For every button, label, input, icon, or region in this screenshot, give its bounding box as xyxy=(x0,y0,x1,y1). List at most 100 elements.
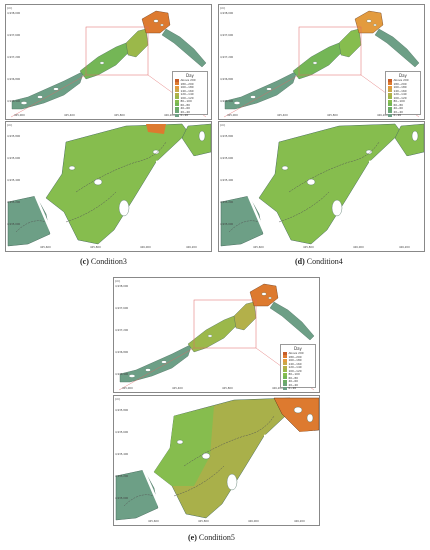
x-tick: 425,400 xyxy=(64,114,75,117)
y-tick: 4,935,000 xyxy=(220,223,234,226)
x-tick: 425,800 xyxy=(198,520,209,523)
legend-label: 120~140 xyxy=(288,365,302,369)
legend-swatch xyxy=(175,113,179,117)
legend-swatch xyxy=(175,99,179,103)
x-tick: 426,200 xyxy=(294,520,305,523)
legend-swatch xyxy=(388,92,392,96)
unit-label: (m) xyxy=(115,397,121,401)
y-tick: 4,935,200 xyxy=(7,201,21,204)
legend-swatch xyxy=(175,103,179,106)
legend-label: 20~40 xyxy=(288,382,298,387)
y-tick: 4,936,400 xyxy=(7,100,21,103)
y-tick: 4,935,400 xyxy=(7,179,21,182)
legend-title: Day xyxy=(294,346,302,351)
overview-map-svg xyxy=(118,283,315,391)
zoom-lake-main xyxy=(45,123,189,245)
caption-text: Condition3 xyxy=(90,257,127,266)
legend: Day Above 200 180~200 160~180 140~160 12… xyxy=(172,71,208,117)
legend-item: 180~200 xyxy=(388,82,407,86)
legend-label: 80~100 xyxy=(393,99,405,103)
unit-label: (m) xyxy=(7,123,13,127)
legend-swatch xyxy=(175,85,179,89)
legend-swatch xyxy=(388,78,392,82)
legend-label: 180~200 xyxy=(180,81,194,86)
legend-title: Day xyxy=(186,73,194,78)
legend-item: 0~20 xyxy=(283,386,296,390)
reservoir-sw xyxy=(224,70,298,110)
y-tick: 4,938,000 xyxy=(7,12,21,15)
x-tick: 426,000 xyxy=(140,246,151,249)
zoom-lake-east xyxy=(394,123,424,157)
unit-label: (m) xyxy=(220,6,226,10)
caption-letter: (e) xyxy=(188,533,197,542)
unit-label: (m) xyxy=(115,279,121,283)
y-tick: 4,935,400 xyxy=(220,179,234,182)
caption-text: Condition5 xyxy=(198,533,235,542)
legend-swatch xyxy=(388,106,392,110)
zoom-map: (m) 4,935,800 4,935,600 4,935,400 4,935,… xyxy=(113,395,320,526)
legend-item: 40~60 xyxy=(283,379,298,383)
overview-map: (m) 4,938,000 4,937,600 4,937,200 4,936,… xyxy=(113,277,320,393)
x-tick: 425,400 xyxy=(277,114,288,117)
legend-item: 40~60 xyxy=(388,106,403,110)
x-tick: 425,800 xyxy=(303,246,314,249)
legend-swatch xyxy=(175,106,179,110)
legend-label: 20~40 xyxy=(393,109,403,114)
y-tick: 4,937,600 xyxy=(7,34,21,37)
legend-item: 0~20 xyxy=(175,113,188,117)
caption-text: Condition4 xyxy=(306,257,343,266)
legend-swatch xyxy=(283,386,287,390)
legend-item: 80~100 xyxy=(283,372,300,376)
caption: (c) Condition3 xyxy=(80,257,127,266)
x-tick: 425,600 xyxy=(148,520,159,523)
y-tick: 4,938,000 xyxy=(220,12,234,15)
legend-label: 180~200 xyxy=(288,354,302,359)
x-tick: 425,800 xyxy=(114,114,125,117)
legend-label: 160~180 xyxy=(180,85,194,89)
zoom-map-svg xyxy=(115,397,319,523)
legend-item: 120~140 xyxy=(175,92,194,96)
legend-item: 180~200 xyxy=(175,82,194,86)
legend-label: 100~120 xyxy=(180,95,194,100)
x-tick: 426,200 xyxy=(186,246,197,249)
x-tick: 425,000 xyxy=(14,114,25,117)
legend-swatch xyxy=(388,85,392,89)
legend-item: 80~100 xyxy=(388,99,405,103)
reservoir-sw xyxy=(11,70,85,110)
legend-label: 100~120 xyxy=(288,368,302,373)
x-tick: 425,600 xyxy=(253,246,264,249)
legend-swatch xyxy=(283,365,287,369)
reservoir-ne xyxy=(338,28,362,58)
reservoir-mid xyxy=(79,42,131,80)
legend-label: 140~160 xyxy=(180,88,194,93)
legend-item: 140~160 xyxy=(175,89,194,93)
legend-item: 180~200 xyxy=(283,355,302,359)
legend-swatch xyxy=(388,82,392,85)
legend-label: Above 200 xyxy=(393,78,409,82)
legend-item: 0~20 xyxy=(388,113,401,117)
legend-label: 160~180 xyxy=(288,358,302,362)
legend-label: 140~160 xyxy=(393,88,407,93)
legend-label: 40~60 xyxy=(288,379,298,383)
legend-item: 60~80 xyxy=(175,103,190,107)
legend-item: 140~160 xyxy=(283,362,302,366)
legend-label: 80~100 xyxy=(288,372,300,376)
x-tick: 426,200 xyxy=(377,114,388,117)
y-tick: 4,936,400 xyxy=(220,100,234,103)
legend-label: 140~160 xyxy=(288,361,302,366)
zoom-extent-box xyxy=(85,26,149,76)
legend-swatch xyxy=(175,110,179,113)
x-tick: 426,000 xyxy=(248,520,259,523)
x-tick: 425,400 xyxy=(172,387,183,390)
zoom-map-svg xyxy=(220,123,424,249)
zoom-map: (m) 4,935,800 4,935,600 4,935,400 4,935,… xyxy=(218,121,425,252)
caption-letter: (c) xyxy=(80,257,89,266)
legend-label: 80~100 xyxy=(180,99,192,103)
y-tick: 4,935,000 xyxy=(115,497,129,500)
legend-item: 140~160 xyxy=(388,89,407,93)
panel-condition5: (m) 4,938,000 4,937,600 4,937,200 4,936,… xyxy=(110,275,325,550)
legend-item: 40~60 xyxy=(175,106,190,110)
legend-item: Above 200 xyxy=(388,78,409,82)
y-tick: 4,937,200 xyxy=(220,56,234,59)
zoom-lake-east xyxy=(273,397,319,433)
